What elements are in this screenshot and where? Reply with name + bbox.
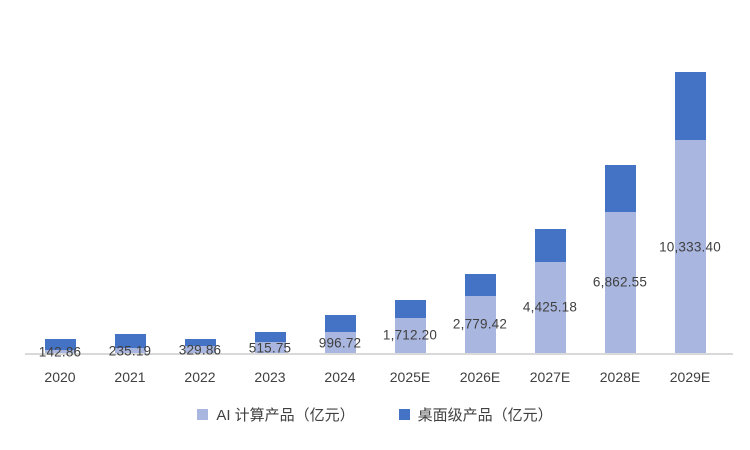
x-axis-tick-label: 2024 (324, 369, 356, 385)
legend-label-desktop: 桌面级产品（亿元） (417, 407, 553, 424)
bar-segment-ai-products (184, 346, 216, 353)
x-axis-tick-label: 2028E (599, 369, 641, 385)
x-axis-tick-label: 2025E (389, 369, 431, 385)
bar-segment-ai-products (254, 342, 286, 353)
bar-segment-desktop-products (674, 71, 706, 140)
bar-segment-desktop-products (114, 334, 146, 349)
bar-segment-desktop-products (604, 164, 636, 212)
data-label-ai-value: 2,779.42 (452, 316, 508, 332)
data-label-ai-value: 10,333.40 (659, 239, 721, 254)
bar-segment-ai-products (44, 350, 76, 353)
data-label-ai-value: 142.86 (38, 344, 82, 360)
x-axis-tick-label: 2026E (459, 369, 501, 385)
bar-segment-desktop-products (464, 273, 496, 296)
legend-label-ai: AI 计算产品（亿元） (216, 407, 355, 424)
bar-segment-ai-products (394, 317, 426, 353)
data-label-ai-value: 4,425.18 (522, 299, 578, 315)
bar-segment-desktop-products (534, 228, 566, 262)
bar-segment-desktop-products (184, 339, 216, 347)
x-axis-tick-label: 2020 (44, 369, 76, 385)
x-axis-tick-label: 2021 (114, 369, 146, 385)
x-axis-tick-label: 2029E (669, 369, 711, 385)
x-axis-line (25, 353, 733, 355)
data-label-ai-value: 515.75 (248, 340, 292, 356)
bar-segment-ai-products (114, 348, 146, 353)
x-axis-tick-label: 2027E (529, 369, 571, 385)
legend-swatch-desktop-icon (398, 409, 410, 420)
legend-item-ai-products: AI 计算产品（亿元） (197, 404, 355, 425)
legend-swatch-ai-icon (197, 409, 209, 420)
bar-segment-desktop-products (394, 299, 426, 318)
bar-segment-desktop-products (44, 338, 76, 351)
bar-segment-ai-products (534, 261, 566, 353)
data-label-ai-value: 329.86 (178, 342, 222, 358)
x-axis-tick-label: 2022 (184, 369, 216, 385)
bar-segment-desktop-products (254, 332, 286, 343)
bar-segment-ai-products (674, 140, 706, 353)
bar-segment-desktop-products (324, 314, 356, 333)
bar-segment-ai-products (604, 211, 636, 353)
bar-segment-ai-products (324, 332, 356, 353)
data-label-ai-value: 1,712.20 (382, 327, 438, 343)
data-label-ai-value: 235.19 (108, 343, 152, 359)
data-label-ai-value: 6,862.55 (592, 274, 648, 290)
legend: AI 计算产品（亿元） 桌面级产品（亿元） (0, 404, 750, 425)
x-axis-tick-label: 2023 (254, 369, 286, 385)
legend-item-desktop-products: 桌面级产品（亿元） (398, 404, 553, 425)
bar-segment-ai-products (464, 295, 496, 353)
data-label-ai-value: 996.72 (318, 335, 362, 351)
